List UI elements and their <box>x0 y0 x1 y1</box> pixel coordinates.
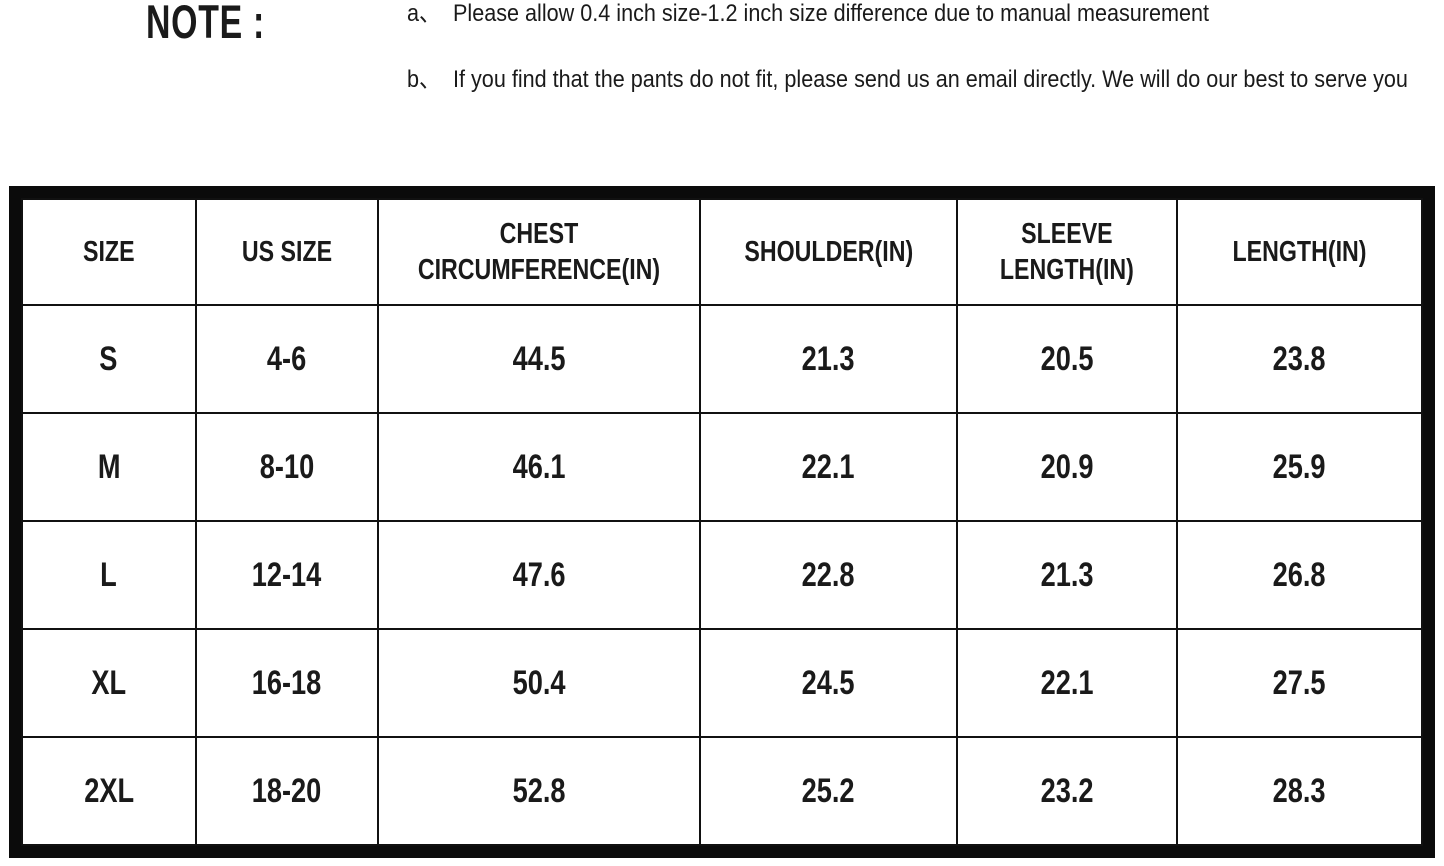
cell-length: 26.8 <box>1175 520 1424 630</box>
col-header-size: SIZE <box>21 198 197 306</box>
col-header-chest: CHEST CIRCUMFERENCE(IN) <box>376 198 701 306</box>
cell-shoulder-value: 25.2 <box>801 771 855 810</box>
cell-shoulder: 25.2 <box>698 736 959 846</box>
cell-us-size-value: 8-10 <box>259 447 314 486</box>
cell-chest: 47.6 <box>376 520 701 630</box>
cell-length-value: 28.3 <box>1273 771 1326 810</box>
cell-us-size: 18-20 <box>194 736 379 846</box>
cell-us-size: 8-10 <box>194 412 379 522</box>
cell-size-value: XL <box>91 663 127 702</box>
cell-size-value: S <box>99 339 118 378</box>
cell-length: 25.9 <box>1175 412 1424 522</box>
cell-size: 2XL <box>21 736 197 846</box>
cell-size: M <box>21 412 197 522</box>
cell-sleeve: 22.1 <box>956 628 1178 738</box>
cell-length: 28.3 <box>1175 736 1424 846</box>
cell-sleeve: 20.5 <box>956 304 1178 414</box>
cell-chest-value: 44.5 <box>512 339 566 378</box>
cell-us-size: 4-6 <box>194 304 379 414</box>
cell-sleeve-value: 20.5 <box>1040 339 1094 378</box>
cell-sleeve-value: 21.3 <box>1040 555 1094 594</box>
cell-shoulder-value: 22.1 <box>801 447 855 486</box>
col-header-us-size-line1: US SIZE <box>241 235 332 268</box>
note-item-a-marker: a、 <box>407 0 441 27</box>
cell-size: XL <box>21 628 197 738</box>
cell-us-size-value: 12-14 <box>251 555 322 594</box>
cell-size-value: L <box>100 555 118 594</box>
col-header-chest-line2: CIRCUMFERENCE(IN) <box>417 254 660 286</box>
note-item-a-text: Please allow 0.4 inch size-1.2 inch size… <box>453 0 1210 27</box>
col-header-us-size: US SIZE <box>194 198 379 306</box>
note-item-b-text: If you find that the pants do not fit, p… <box>453 65 1409 93</box>
cell-us-size-value: 16-18 <box>251 663 322 702</box>
cell-size: L <box>21 520 197 630</box>
col-header-chest-line1: CHEST <box>499 217 578 250</box>
col-header-length: LENGTH(IN) <box>1175 198 1424 306</box>
cell-length-value: 27.5 <box>1273 663 1326 702</box>
size-chart-table: SIZE US SIZE CHEST CIRCUMFERENCE(IN) SHO… <box>21 198 1424 846</box>
note-item-a: a、 Please allow 0.4 inch size-1.2 inch s… <box>407 0 1444 29</box>
note-item-b: b、 If you find that the pants do not fit… <box>407 66 1444 95</box>
note-item-b-marker: b、 <box>407 65 441 93</box>
cell-sleeve-value: 23.2 <box>1040 771 1094 810</box>
note-section: NOTE : a、 Please allow 0.4 inch size-1.2… <box>0 0 1444 95</box>
col-header-shoulder-line1: SHOULDER(IN) <box>743 235 913 268</box>
col-header-length-line1: LENGTH(IN) <box>1232 235 1367 268</box>
cell-chest-value: 47.6 <box>512 555 566 594</box>
cell-chest: 44.5 <box>376 304 701 414</box>
cell-shoulder: 22.1 <box>698 412 959 522</box>
col-header-shoulder: SHOULDER(IN) <box>698 198 959 306</box>
cell-shoulder-value: 21.3 <box>801 339 855 378</box>
col-header-sleeve: SLEEVE LENGTH(IN) <box>956 198 1178 306</box>
cell-size-value: M <box>97 447 121 486</box>
table-row-l: L 12-14 47.6 22.8 21.3 26.8 <box>21 520 1424 630</box>
table-row-s: S 4-6 44.5 21.3 20.5 23.8 <box>21 304 1424 414</box>
note-items: a、 Please allow 0.4 inch size-1.2 inch s… <box>407 0 1444 95</box>
cell-chest-value: 50.4 <box>512 663 566 702</box>
cell-shoulder: 22.8 <box>698 520 959 630</box>
note-label: NOTE : <box>146 0 266 48</box>
cell-chest: 46.1 <box>376 412 701 522</box>
cell-shoulder-value: 22.8 <box>801 555 855 594</box>
cell-us-size: 16-18 <box>194 628 379 738</box>
col-header-size-line1: SIZE <box>83 235 135 268</box>
col-header-sleeve-line2: LENGTH(IN) <box>1000 254 1135 286</box>
cell-shoulder-value: 24.5 <box>801 663 855 702</box>
cell-length: 27.5 <box>1175 628 1424 738</box>
cell-us-size: 12-14 <box>194 520 379 630</box>
cell-size: S <box>21 304 197 414</box>
cell-chest-value: 52.8 <box>512 771 566 810</box>
cell-sleeve: 23.2 <box>956 736 1178 846</box>
cell-us-size-value: 4-6 <box>266 339 307 378</box>
cell-sleeve-value: 22.1 <box>1040 663 1094 702</box>
cell-length-value: 25.9 <box>1273 447 1326 486</box>
table-row-m: M 8-10 46.1 22.1 20.9 25.9 <box>21 412 1424 522</box>
cell-size-value: 2XL <box>83 771 134 810</box>
col-header-sleeve-line1: SLEEVE <box>1021 217 1113 250</box>
cell-length-value: 23.8 <box>1273 339 1326 378</box>
cell-length: 23.8 <box>1175 304 1424 414</box>
cell-chest: 52.8 <box>376 736 701 846</box>
table-row-xl: XL 16-18 50.4 24.5 22.1 27.5 <box>21 628 1424 738</box>
cell-chest: 50.4 <box>376 628 701 738</box>
cell-sleeve: 20.9 <box>956 412 1178 522</box>
cell-shoulder: 21.3 <box>698 304 959 414</box>
table-row-2xl: 2XL 18-20 52.8 25.2 23.2 28.3 <box>21 736 1424 846</box>
cell-us-size-value: 18-20 <box>251 771 322 810</box>
header-row: SIZE US SIZE CHEST CIRCUMFERENCE(IN) SHO… <box>21 198 1424 306</box>
size-chart-table-frame: SIZE US SIZE CHEST CIRCUMFERENCE(IN) SHO… <box>9 186 1435 858</box>
cell-chest-value: 46.1 <box>512 447 566 486</box>
cell-sleeve: 21.3 <box>956 520 1178 630</box>
cell-shoulder: 24.5 <box>698 628 959 738</box>
cell-sleeve-value: 20.9 <box>1040 447 1094 486</box>
cell-length-value: 26.8 <box>1273 555 1326 594</box>
